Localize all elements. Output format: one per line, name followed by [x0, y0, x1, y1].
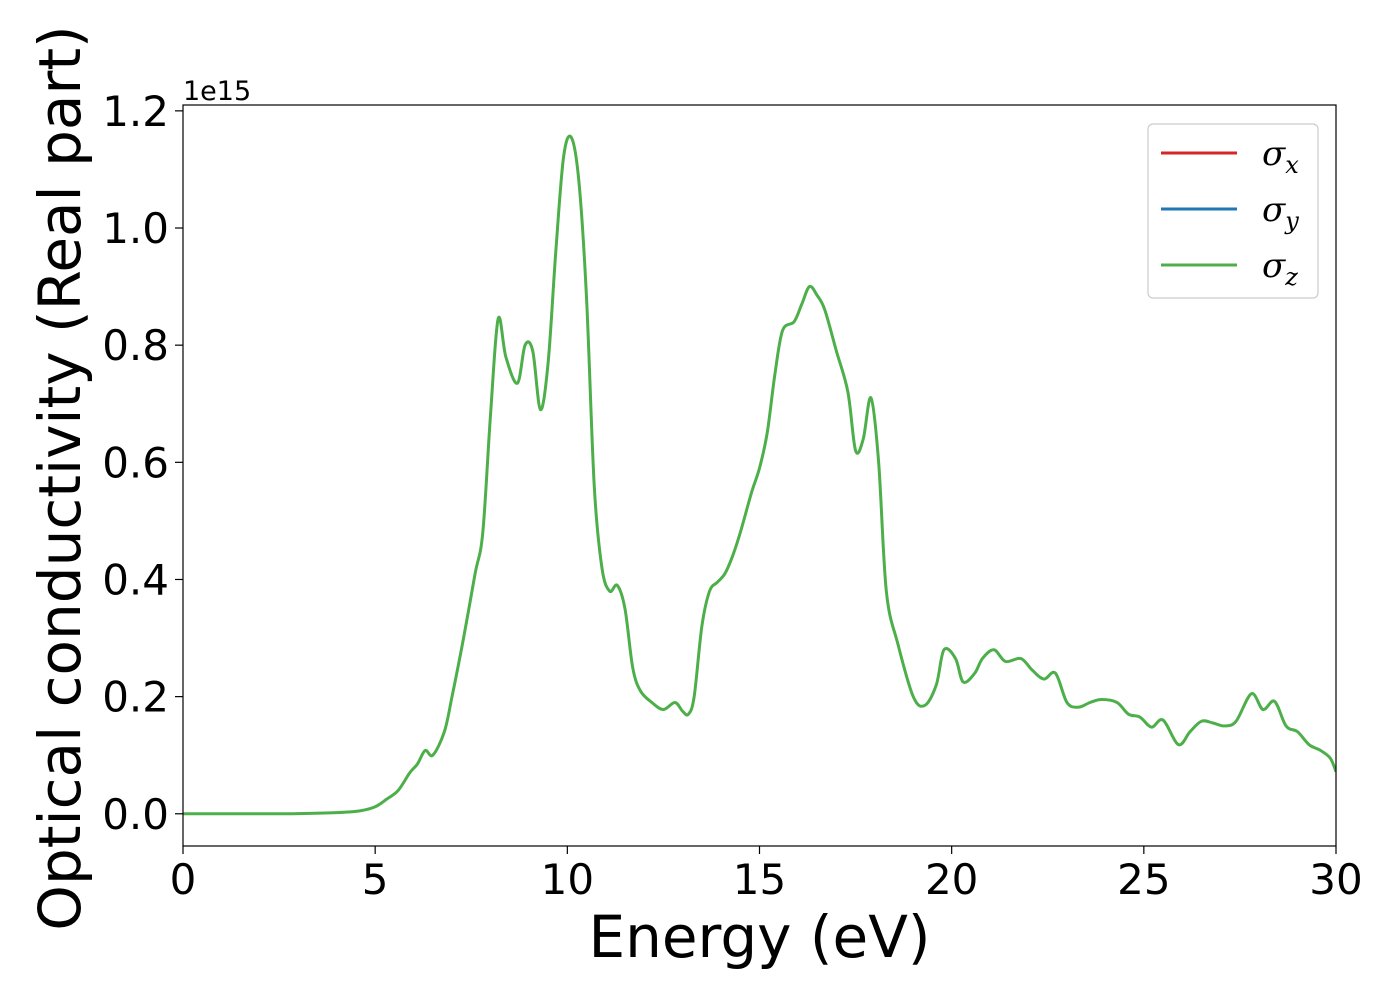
x-tick-label: 10: [541, 855, 594, 904]
y-tick-label: 0.8: [102, 321, 169, 370]
y-tick-label: 0.2: [102, 673, 169, 722]
legend-subscript: z: [1284, 263, 1298, 291]
y-axis-title: Optical conductivity (Real part): [26, 25, 94, 930]
y-tick-label: 1.0: [102, 204, 169, 253]
y-tick-label: 0.6: [102, 438, 169, 487]
legend-symbol: σ: [1262, 134, 1286, 174]
y-offset-label: 1e15: [183, 76, 251, 107]
x-tick-label: 30: [1309, 855, 1362, 904]
legend-subscript: y: [1284, 207, 1299, 235]
legend-box: [1147, 123, 1319, 299]
x-tick-label: 0: [170, 855, 197, 904]
axes: 0 5 10 15 20 25 30 0.0 0.2 0.4 0.6 0.8 1.0 1.2: [102, 87, 1363, 904]
x-tick-label: 20: [925, 855, 978, 904]
legend-symbol: σ: [1262, 246, 1286, 286]
legend-symbol: σ: [1262, 190, 1286, 230]
x-tick-label: 15: [733, 855, 786, 904]
legend-entry: σy: [1262, 190, 1299, 235]
y-tick-label: 0.4: [102, 555, 169, 604]
x-axis-title: Energy (eV): [588, 903, 930, 971]
legend-entry: σx: [1262, 134, 1299, 179]
legend-subscript: x: [1285, 151, 1299, 179]
y-tick-label: 0.0: [102, 790, 169, 839]
y-tick-label: 1.2: [102, 87, 169, 136]
x-tick-label: 25: [1117, 855, 1170, 904]
legend-entry: σz: [1262, 246, 1298, 291]
series-line-0: [183, 134, 1336, 816]
x-tick-label: 5: [362, 855, 389, 904]
plot-area: [183, 134, 1336, 816]
